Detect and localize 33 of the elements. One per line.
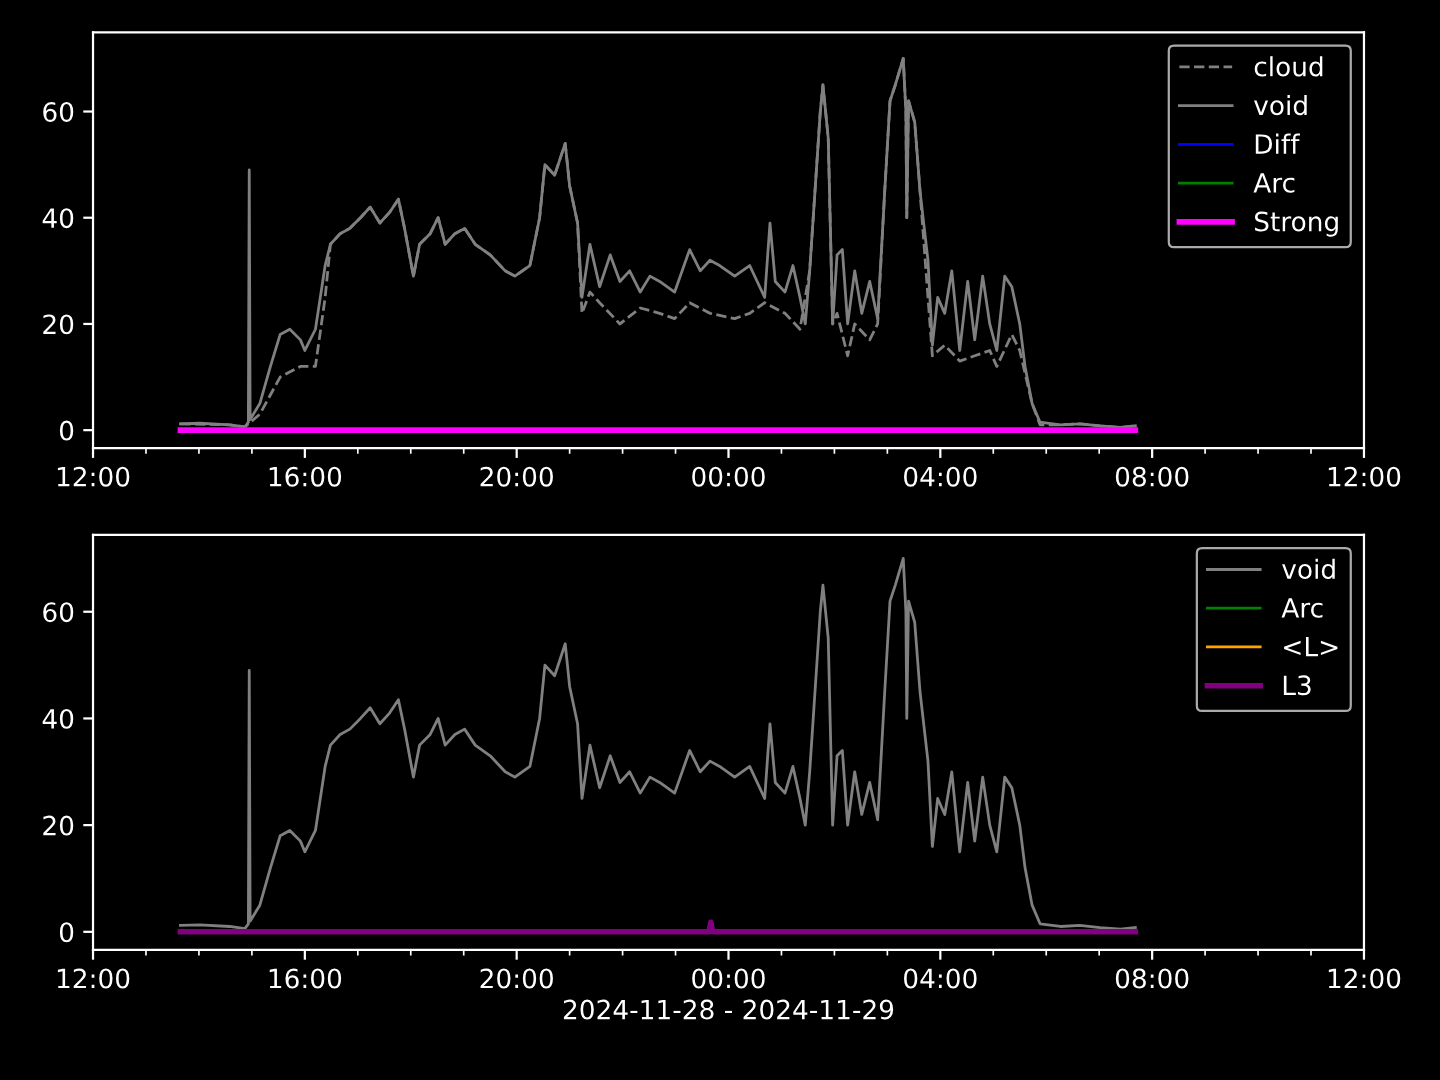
legend-label: Diff [1255,133,1300,154]
x-tick-label: 16:00 [269,968,342,989]
legend-label: cloud [1254,56,1323,77]
legend-label: Strong [1254,211,1338,237]
x-tick-label: 12:00 [57,968,130,989]
y-tick-label: 40 [42,208,74,229]
legend-label: Arc [1253,173,1295,193]
y-tick-label: 60 [43,101,74,122]
y-tick-label: 60 [43,602,74,623]
x-tick-label: 12:00 [57,466,130,487]
legend-label: void [1254,94,1307,116]
line-series [179,557,1137,931]
y-tick-label: 0 [59,420,74,441]
y-tick-label: 20 [43,815,74,836]
x-tick-label: 16:00 [269,466,342,487]
x-tick-label: 20:00 [480,466,553,487]
x-tick-label: 08:00 [1115,968,1189,989]
legend-label: <L> [1284,636,1338,657]
legend-label: Arc [1281,598,1323,618]
legend-label: L3 [1283,675,1311,696]
y-tick-label: 40 [42,708,74,729]
legend-label: void [1282,558,1335,580]
x-tick-label: 04:00 [904,466,977,487]
x-tick-label: 04:00 [904,968,977,989]
x-tick-label: 00:00 [692,466,765,487]
x-axis-title: 2024-11-28 - 2024-11-29 [563,999,894,1020]
x-tick-label: 08:00 [1115,466,1189,487]
x-tick-label: 00:00 [692,968,765,989]
y-tick-label: 0 [59,922,74,943]
y-tick-label: 20 [43,314,74,335]
x-tick-label: 20:00 [480,968,553,989]
x-tick-label: 12:00 [1328,968,1401,989]
x-tick-label: 12:00 [1328,466,1401,487]
